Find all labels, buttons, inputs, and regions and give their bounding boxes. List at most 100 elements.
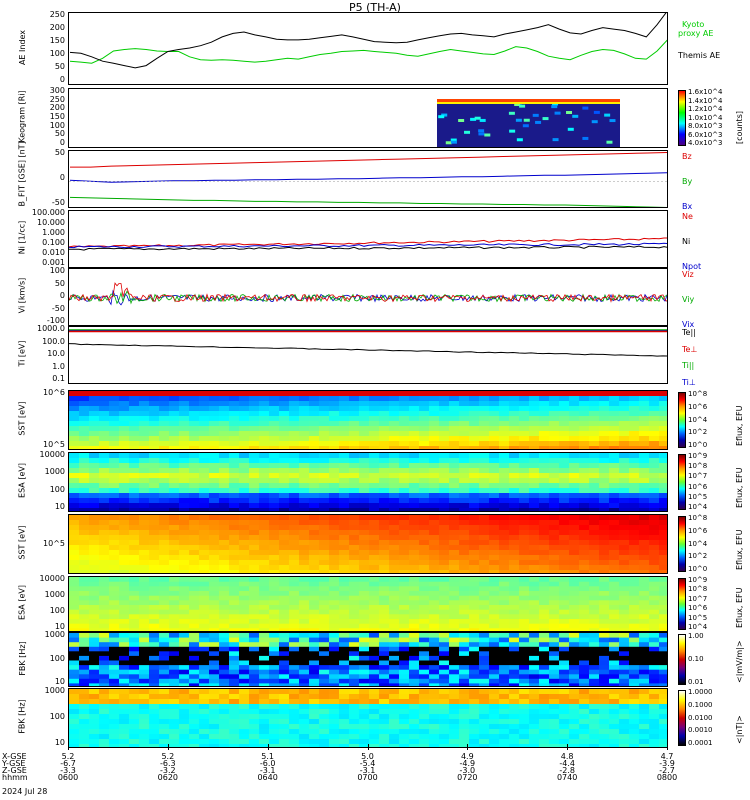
spectrogram-cell <box>389 416 400 422</box>
plot-area-sst_e <box>69 391 667 449</box>
spectrogram-cell <box>79 525 90 531</box>
spectrogram-cell <box>369 463 380 469</box>
spectrogram-cell <box>279 550 290 556</box>
spectrogram-cell <box>329 525 340 531</box>
spectrogram-cell <box>119 525 130 531</box>
spectrogram-cell <box>289 488 300 494</box>
spectrogram-cell <box>519 498 530 504</box>
spectrogram-cell <box>549 669 560 675</box>
spectrogram-cell <box>549 555 560 561</box>
spectrogram-cell <box>149 453 160 459</box>
spectrogram-cell <box>159 623 170 629</box>
spectrogram-cell <box>89 660 100 666</box>
spectrogram-cell <box>289 421 300 427</box>
spectrogram-cell <box>619 614 630 620</box>
spectrogram-cell <box>79 683 90 686</box>
spectrogram-cell <box>79 508 90 511</box>
spectrogram-cell <box>519 463 530 469</box>
spectrogram-cell <box>119 453 130 459</box>
spectrogram-cell <box>349 724 360 730</box>
spectrogram-cell <box>559 396 570 402</box>
spectrogram-cell <box>409 633 420 639</box>
spectrogram-cell <box>619 508 630 511</box>
spectrogram-cell <box>659 744 667 747</box>
spectrogram-cell <box>379 651 390 657</box>
spectrogram-cell <box>499 550 510 556</box>
spectrogram-cell <box>89 595 100 601</box>
spectrogram-cell <box>539 421 550 427</box>
spectrogram-cell <box>369 431 380 437</box>
spectrogram-cell <box>419 586 430 592</box>
spectrogram-cell <box>529 421 540 427</box>
spectrogram-cell <box>149 709 160 715</box>
spectrogram-cell <box>389 655 400 661</box>
spectrogram-cell <box>369 555 380 561</box>
spectrogram-cell <box>549 431 560 437</box>
spectrogram-cell <box>639 651 650 657</box>
spectrogram-cell <box>89 689 100 695</box>
spectrogram-cell <box>279 655 290 661</box>
spectrogram-cell <box>399 401 410 407</box>
spectrogram-cell <box>259 411 270 417</box>
spectrogram-cell <box>349 503 360 509</box>
spectrogram-cell <box>289 498 300 504</box>
spectrogram-cell <box>489 411 500 417</box>
spectrogram-cell <box>439 689 450 695</box>
spectrogram-cell <box>449 473 460 479</box>
spectrogram-cell <box>149 396 160 402</box>
spectrogram-cell <box>99 734 110 740</box>
spectrogram-cell <box>279 714 290 720</box>
spectrogram-cell <box>139 734 150 740</box>
spectrogram-cell <box>449 453 460 459</box>
spectrogram-cell <box>529 540 540 546</box>
spectrogram-cell <box>69 396 80 402</box>
spectrogram-cell <box>259 550 270 556</box>
spectrogram-cell <box>89 453 100 459</box>
spectrogram-cell <box>349 396 360 402</box>
spectrogram-cell <box>519 426 530 432</box>
spectrogram-cell <box>349 458 360 464</box>
ytick-density: 0.001 <box>42 258 65 267</box>
spectrogram-cell <box>479 729 490 735</box>
spectrogram-cell <box>609 739 620 745</box>
spectrogram-cell <box>659 619 667 625</box>
spectrogram-cell <box>309 623 320 629</box>
spectrogram-cell <box>99 520 110 526</box>
keogram-cell <box>566 111 573 115</box>
spectrogram-cell <box>99 416 110 422</box>
spectrogram-cell <box>429 600 440 606</box>
spectrogram-cell <box>619 744 630 747</box>
spectrogram-cell <box>489 724 500 730</box>
spectrogram-cell <box>299 678 310 684</box>
spectrogram-cell <box>219 453 230 459</box>
x-row-value: -4.9 <box>459 759 476 768</box>
spectrogram-cell <box>619 478 630 484</box>
spectrogram-cell <box>489 540 500 546</box>
spectrogram-cell <box>519 441 530 447</box>
spectrogram-cell <box>479 665 490 671</box>
spectrogram-cell <box>299 498 310 504</box>
spectrogram-cell <box>519 623 530 629</box>
spectrogram-cell <box>269 619 280 625</box>
spectrogram-cell <box>509 633 520 639</box>
spectrogram-cell <box>479 458 490 464</box>
spectrogram-cell <box>609 651 620 657</box>
spectrogram-cell <box>519 699 530 705</box>
spectrogram-cell <box>459 478 470 484</box>
spectrogram-cell <box>569 660 580 666</box>
spectrogram-cell <box>559 581 570 587</box>
spectrogram-cell <box>279 605 290 611</box>
spectrogram-cell <box>619 577 630 583</box>
spectrogram-cell <box>339 581 350 587</box>
keogram-cell <box>535 120 542 124</box>
spectrogram-cell <box>649 520 660 526</box>
spectrogram-cell <box>349 478 360 484</box>
spectrogram-cell <box>159 655 170 661</box>
spectrogram-cell <box>239 734 250 740</box>
spectrogram-cell <box>629 623 640 629</box>
spectrogram-cell <box>429 655 440 661</box>
spectrogram-cell <box>189 436 200 442</box>
spectrogram-cell <box>609 619 620 625</box>
x-row-value: -6.3 <box>160 759 176 768</box>
spectrogram-cell <box>469 498 480 504</box>
